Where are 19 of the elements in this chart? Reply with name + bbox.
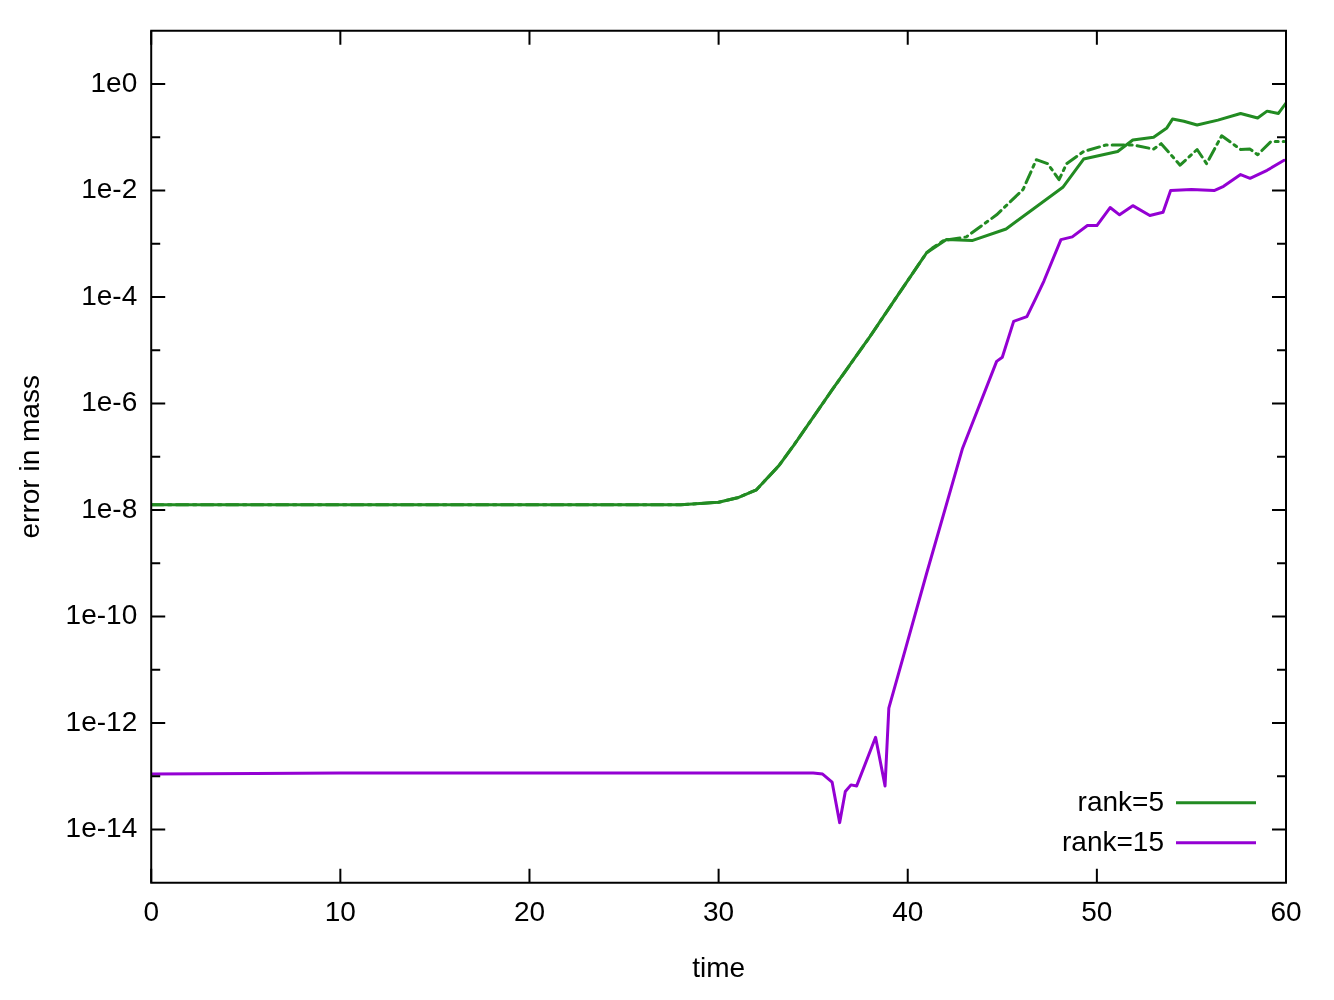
y-tick-label: 1e-4 (81, 279, 138, 311)
y-tick-label: 1e-2 (81, 173, 138, 205)
y-tick-label: 1e-8 (81, 492, 138, 524)
legend-label: rank=15 (1062, 825, 1164, 857)
y-tick-label: 1e-6 (81, 386, 138, 418)
x-tick-label: 50 (1081, 896, 1113, 928)
x-axis-title: time (692, 951, 746, 983)
x-tick-label: 40 (892, 896, 924, 928)
y-axis-title: error in mass (13, 375, 45, 539)
legend-label: rank=5 (1077, 785, 1164, 817)
x-tick-label: 0 (143, 896, 159, 928)
y-tick-label: 1e0 (90, 66, 138, 98)
x-tick-label: 20 (513, 896, 546, 928)
x-tick-label: 30 (703, 896, 735, 928)
y-tick-label: 1e-10 (65, 599, 138, 631)
y-tick-label: 1e-12 (65, 705, 138, 737)
x-tick-label: 10 (324, 896, 356, 928)
x-tick-label: 60 (1270, 896, 1302, 928)
y-tick-label: 1e-14 (65, 812, 138, 844)
